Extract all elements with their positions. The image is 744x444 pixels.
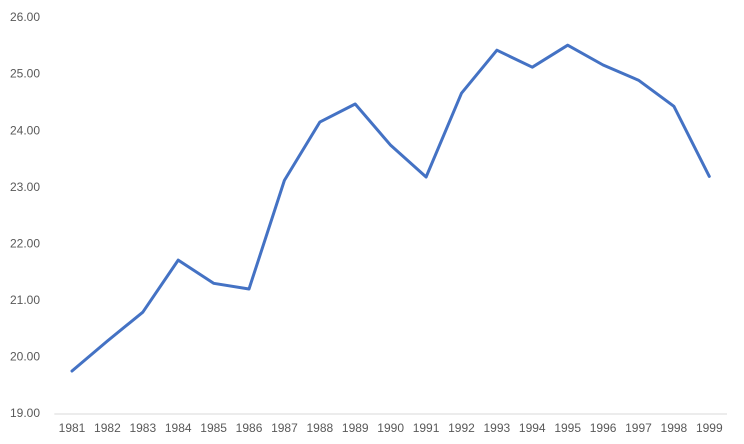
x-tick-label: 1981 (59, 421, 86, 435)
x-tick-label: 1992 (448, 421, 475, 435)
x-tick-label: 1984 (165, 421, 192, 435)
x-tick-label: 1997 (625, 421, 652, 435)
x-tick-label: 1990 (377, 421, 404, 435)
x-tick-label: 1996 (590, 421, 617, 435)
y-tick-label: 21.00 (10, 293, 40, 307)
x-tick-label: 1998 (661, 421, 688, 435)
x-tick-label: 1999 (696, 421, 723, 435)
y-tick-label: 26.00 (10, 10, 40, 24)
y-tick-label: 22.00 (10, 236, 40, 250)
x-tick-label: 1991 (413, 421, 440, 435)
y-tick-label: 20.00 (10, 350, 40, 364)
x-tick-label: 1986 (236, 421, 263, 435)
y-tick-label: 19.00 (10, 406, 40, 420)
x-tick-label: 1982 (94, 421, 121, 435)
x-tick-label: 1985 (200, 421, 227, 435)
x-tick-label: 1988 (306, 421, 333, 435)
x-tick-label: 1989 (342, 421, 369, 435)
x-tick-label: 1993 (484, 421, 511, 435)
x-tick-label: 1987 (271, 421, 298, 435)
y-tick-label: 25.00 (10, 67, 40, 81)
x-tick-label: 1983 (129, 421, 156, 435)
x-tick-label: 1994 (519, 421, 546, 435)
data-line (70, 43, 711, 373)
y-tick-label: 23.00 (10, 180, 40, 194)
y-tick-label: 24.00 (10, 123, 40, 137)
x-tick-label: 1995 (554, 421, 581, 435)
